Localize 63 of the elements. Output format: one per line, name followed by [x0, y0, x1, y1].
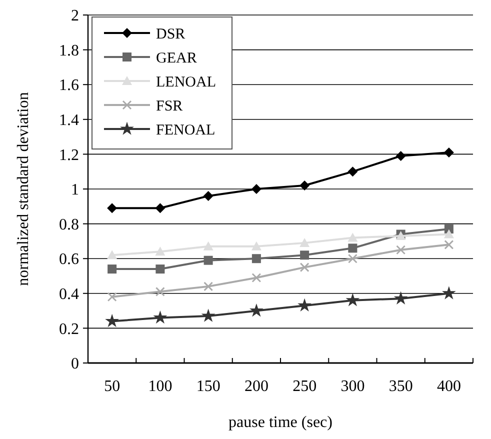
- point: [396, 150, 406, 161]
- legend-label: DSR: [156, 26, 186, 42]
- point: [252, 272, 262, 282]
- y-tick-label: 0.4: [59, 286, 79, 303]
- point: [204, 282, 214, 292]
- point: [155, 203, 166, 214]
- point: [300, 180, 310, 191]
- legend-label: LENOAL: [156, 74, 216, 90]
- y-tick-label: 1.4: [59, 112, 79, 129]
- y-tick-label: 2: [71, 8, 79, 25]
- point: [105, 314, 120, 328]
- point: [444, 240, 454, 250]
- y-tick-label: 0: [71, 356, 79, 373]
- x-axis-title: pause time (sec): [228, 414, 332, 431]
- point: [442, 286, 456, 300]
- point: [201, 308, 216, 322]
- point: [346, 293, 360, 306]
- point: [153, 310, 168, 324]
- point: [156, 264, 165, 274]
- point: [107, 292, 117, 302]
- point: [348, 166, 358, 177]
- point: [300, 238, 310, 247]
- point: [444, 147, 454, 158]
- point: [108, 264, 117, 274]
- y-tick-label: 1.2: [59, 146, 79, 164]
- point: [300, 262, 310, 272]
- point: [107, 250, 118, 260]
- point: [251, 241, 262, 250]
- legend-label: GEAR: [156, 50, 197, 66]
- point: [155, 286, 165, 296]
- point: [394, 291, 408, 305]
- point: [348, 254, 358, 264]
- y-tick-label: 1.6: [59, 77, 79, 94]
- y-tick-label: 1.8: [59, 42, 79, 60]
- x-tick-label: 350: [388, 378, 413, 395]
- point: [396, 245, 406, 255]
- point: [107, 203, 118, 214]
- point: [155, 246, 166, 256]
- point: [252, 254, 261, 264]
- x-tick-label: 400: [436, 378, 461, 395]
- point: [444, 229, 454, 238]
- x-tick-label: 200: [244, 378, 268, 395]
- legend-label: FSR: [156, 98, 183, 114]
- point: [203, 241, 214, 250]
- x-tick-label: 100: [148, 378, 172, 395]
- x-tick-label: 300: [340, 378, 365, 395]
- y-tick-label: 0.6: [59, 251, 79, 268]
- y-tick-label: 0.2: [59, 320, 79, 338]
- point: [204, 256, 213, 265]
- point: [348, 232, 358, 242]
- point: [203, 190, 214, 201]
- y-tick-label: 1: [71, 182, 79, 199]
- legend-label: FENOAL: [156, 122, 216, 138]
- point: [300, 250, 310, 260]
- x-tick-label: 150: [196, 378, 220, 395]
- point: [249, 303, 264, 317]
- point: [251, 184, 262, 194]
- x-tick-label: 250: [292, 378, 317, 395]
- y-tick-label: 0.8: [59, 216, 79, 234]
- y-axis-title: normalized standard deviation: [15, 92, 32, 286]
- point: [348, 244, 358, 253]
- point: [298, 298, 312, 312]
- x-tick-label: 50: [104, 378, 120, 395]
